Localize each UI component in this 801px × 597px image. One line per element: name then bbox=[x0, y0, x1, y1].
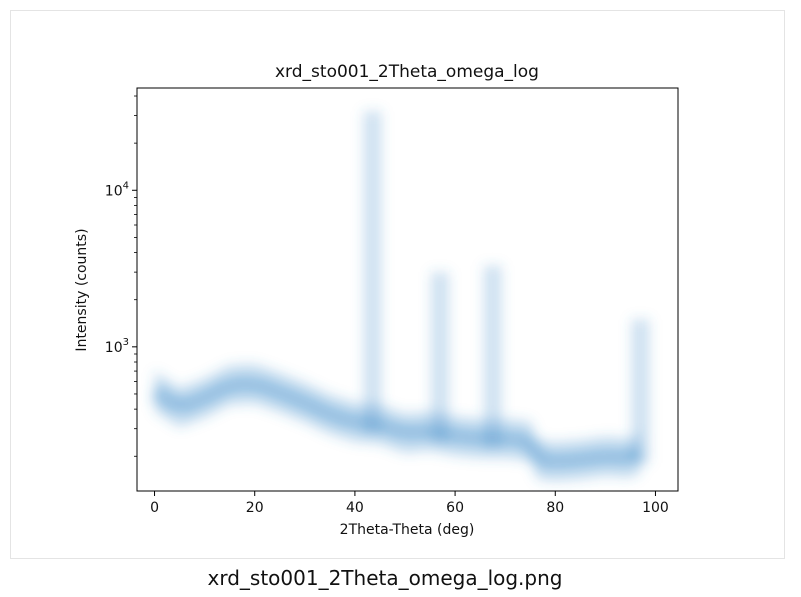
density-ridge-segment bbox=[176, 390, 208, 415]
y-axis: 103 104 bbox=[105, 95, 137, 457]
x-tick-label: 100 bbox=[642, 500, 669, 516]
x-tick-label: 20 bbox=[246, 500, 264, 516]
density-peak bbox=[483, 265, 502, 449]
x-tick-label: 60 bbox=[446, 500, 464, 516]
density-ridge-segment bbox=[327, 406, 358, 430]
density-ridge-segment bbox=[150, 384, 184, 415]
density-layer bbox=[150, 111, 650, 482]
density-peak bbox=[431, 272, 450, 443]
x-tick-label: 40 bbox=[346, 500, 364, 516]
density-ridge-segment bbox=[579, 448, 607, 468]
x-axis: 0 20 40 60 80 100 bbox=[150, 491, 669, 516]
density-ridge-segment bbox=[404, 423, 431, 442]
image-caption: xrd_sto001_2Theta_omega_log.png bbox=[207, 566, 563, 590]
figure-frame bbox=[10, 10, 785, 559]
density-ridge-segment bbox=[536, 451, 557, 470]
density-ridge-segment bbox=[252, 376, 283, 401]
x-tick-label: 0 bbox=[150, 500, 159, 516]
x-tick-label: 80 bbox=[546, 500, 564, 516]
x-axis-label: 2Theta-Theta (deg) bbox=[340, 522, 475, 538]
y-tick-label: 104 bbox=[105, 180, 129, 199]
density-ridge-segment bbox=[454, 427, 481, 447]
density-ridge-segment bbox=[554, 451, 581, 470]
density-ridge-segment bbox=[504, 430, 532, 450]
y-tick-label: 103 bbox=[105, 337, 129, 356]
plot-border bbox=[136, 87, 679, 492]
density-ridge-segment bbox=[301, 395, 334, 422]
density-ridge-segment bbox=[377, 416, 408, 441]
density-peak bbox=[631, 319, 650, 463]
density-ridge-segment bbox=[276, 385, 308, 411]
density-ridge-segment bbox=[522, 438, 546, 463]
density-ridge-segment bbox=[604, 448, 631, 466]
density-ridge-segment bbox=[229, 375, 256, 394]
chart-title: xrd_sto001_2Theta_omega_log bbox=[275, 62, 539, 82]
density-peak bbox=[363, 111, 382, 434]
density-ridge-segment bbox=[200, 377, 234, 406]
y-axis-label: Intensity (counts) bbox=[74, 228, 90, 351]
